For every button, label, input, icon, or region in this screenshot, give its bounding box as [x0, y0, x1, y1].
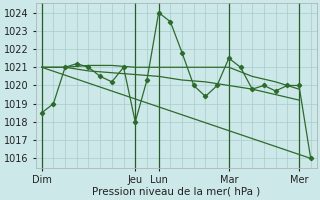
X-axis label: Pression niveau de la mer( hPa ): Pression niveau de la mer( hPa )	[92, 187, 260, 197]
